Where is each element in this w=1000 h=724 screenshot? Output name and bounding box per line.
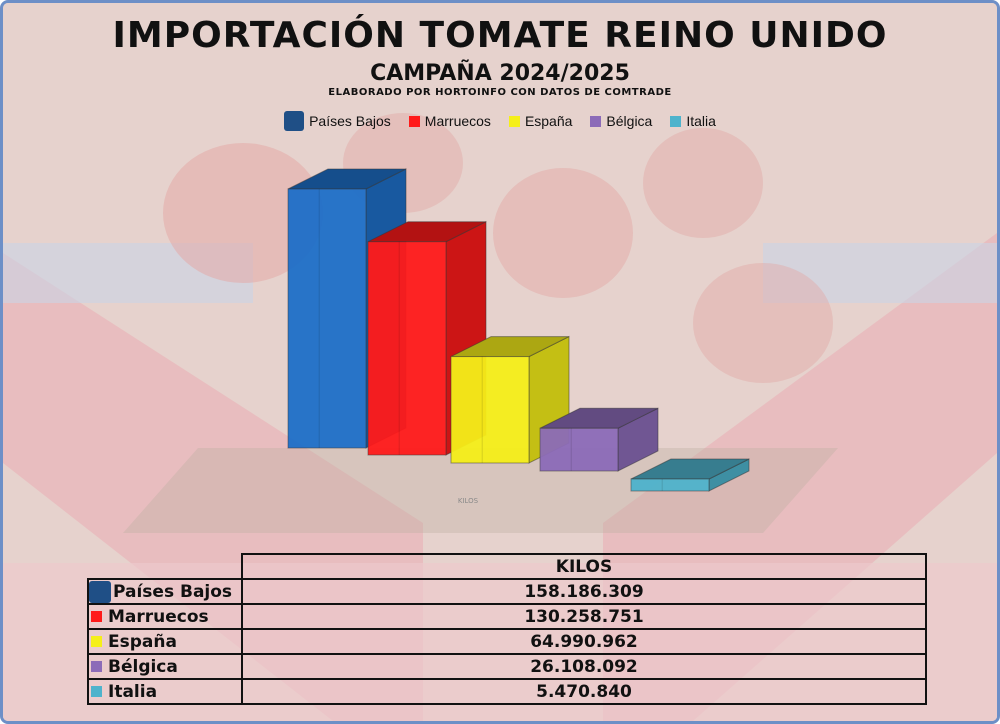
bar-chart: KILOS — [123, 168, 838, 533]
table-category-cell: Países Bajos — [87, 578, 243, 605]
legend-label: España — [524, 113, 573, 129]
legend-swatch — [508, 115, 520, 127]
table-category-label: Marruecos — [108, 606, 209, 627]
table-corner — [88, 554, 242, 579]
legend-label: Italia — [686, 113, 716, 129]
table-swatch — [89, 580, 111, 603]
source-note: ELABORADO POR HORTOINFO CON DATOS DE COM… — [328, 87, 672, 98]
table-header-row: KILOS — [88, 553, 927, 580]
table-header-kilos: KILOS — [241, 553, 927, 580]
table-swatch — [91, 686, 102, 697]
table-category-label: Bélgica — [108, 656, 178, 677]
table-category-label: España — [108, 631, 177, 652]
table-value-cell: 64.990.962 — [241, 628, 927, 655]
x-axis-label: KILOS — [458, 497, 479, 505]
chart-title: IMPORTACIÓN TOMATE REINO UNIDO — [112, 15, 888, 56]
table-category-cell: Italia — [87, 678, 243, 705]
table-value-cell: 158.186.309 — [241, 578, 927, 605]
table-category-cell: Bélgica — [87, 653, 243, 680]
table-value-cell: 130.258.751 — [241, 603, 927, 630]
table-value-cell: 5.470.840 — [241, 678, 927, 705]
legend-swatch — [670, 115, 682, 127]
table-row-belgica: Bélgica 26.108.092 — [87, 653, 927, 680]
legend-label: Bélgica — [606, 113, 653, 129]
legend-swatch — [408, 115, 420, 127]
table-category-label: Italia — [108, 681, 158, 702]
table-swatch — [91, 611, 102, 622]
legend-item-paises-bajos: Países Bajos — [284, 111, 391, 131]
table-row-marruecos: Marruecos 130.258.751 — [87, 603, 927, 630]
table-row-paises-bajos: Países Bajos 158.186.309 — [87, 578, 927, 605]
table-row-italia: Italia 5.470.840 — [87, 678, 927, 705]
data-table: KILOS Países Bajos 158.186.309 Marruecos 13… — [87, 553, 927, 705]
legend-item-italia: Italia — [670, 111, 716, 131]
bar-italia — [630, 458, 750, 492]
table-swatch — [91, 636, 102, 647]
legend-swatch — [590, 115, 602, 127]
legend-swatch — [284, 111, 305, 131]
table-category-label: Países Bajos — [113, 581, 233, 602]
legend-label: Países Bajos — [309, 113, 391, 129]
legend-item-marruecos: Marruecos — [408, 111, 491, 131]
legend: Países Bajos Marruecos España Bélgica Italia — [3, 111, 997, 131]
table-category-cell: España — [87, 628, 243, 655]
chart-subtitle: CAMPAÑA 2024/2025 — [370, 61, 630, 86]
bar-belgica — [539, 407, 659, 472]
legend-item-belgica: Bélgica — [590, 111, 652, 131]
table-category-cell: Marruecos — [87, 603, 243, 630]
table-swatch — [91, 661, 102, 672]
legend-item-espana: España — [508, 111, 573, 131]
legend-label: Marruecos — [424, 113, 491, 129]
table-row-espana: España 64.990.962 — [87, 628, 927, 655]
table-value-cell: 26.108.092 — [241, 653, 927, 680]
